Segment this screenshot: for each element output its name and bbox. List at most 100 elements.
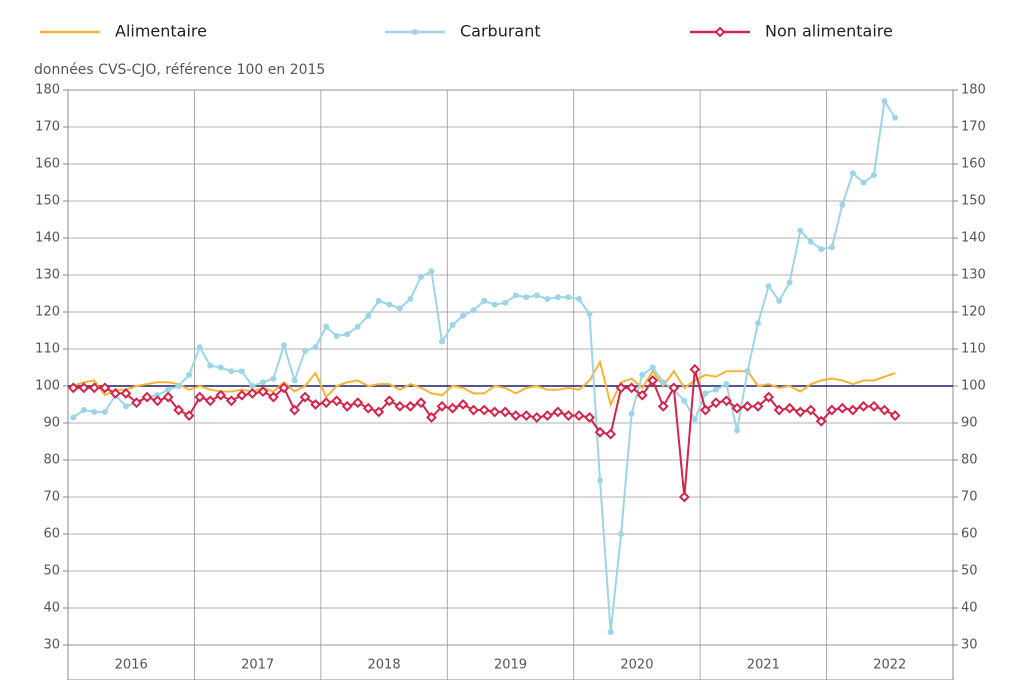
y2-tick-label: 160: [961, 157, 986, 172]
point: [510, 410, 522, 422]
point: [755, 320, 762, 327]
y-tick-label: 130: [35, 268, 60, 283]
point: [742, 400, 753, 412]
point: [868, 400, 880, 412]
point: [302, 347, 309, 354]
point: [531, 412, 543, 423]
point: [565, 294, 572, 301]
x-tick-label: 2016: [115, 658, 148, 673]
point: [618, 531, 625, 537]
point: [323, 323, 330, 330]
point: [881, 98, 888, 105]
point: [246, 387, 258, 399]
point: [636, 389, 648, 401]
point: [836, 402, 848, 414]
point: [470, 307, 477, 314]
point: [502, 299, 509, 306]
point: [344, 331, 351, 338]
point: [183, 410, 195, 422]
point: [78, 382, 90, 394]
point: [786, 279, 793, 286]
point: [162, 391, 174, 403]
point: [805, 404, 817, 416]
point: [828, 244, 835, 251]
point: [175, 383, 182, 389]
point: [457, 399, 469, 410]
point: [879, 404, 890, 416]
point: [784, 402, 796, 414]
point: [165, 386, 172, 393]
legend-label: Non alimentaire: [765, 22, 893, 41]
point: [797, 227, 804, 234]
point: [860, 179, 867, 186]
point: [776, 297, 783, 304]
y-tick-label: 40: [43, 601, 60, 616]
point: [826, 404, 838, 416]
point: [67, 382, 79, 394]
point: [544, 296, 551, 303]
point: [721, 395, 732, 407]
point: [657, 400, 669, 412]
y2-tick-label: 120: [961, 305, 986, 320]
point: [341, 400, 353, 412]
point: [428, 268, 435, 275]
point: [373, 406, 385, 418]
legend-marker: [412, 29, 418, 35]
point: [605, 428, 617, 440]
y-tick-label: 170: [35, 120, 60, 135]
y-tick-label: 70: [43, 490, 60, 505]
point: [278, 382, 290, 394]
point: [668, 382, 680, 394]
point: [573, 410, 585, 422]
point: [331, 395, 343, 407]
x-tick-label: 2017: [241, 658, 274, 673]
x-tick-label: 2018: [368, 658, 401, 673]
point: [280, 342, 287, 349]
point: [660, 379, 667, 386]
point: [734, 427, 741, 434]
y2-tick-label: 50: [961, 564, 978, 579]
point: [228, 368, 235, 375]
y2-tick-label: 80: [961, 453, 978, 468]
point: [449, 321, 456, 328]
y-tick-label: 60: [43, 527, 60, 542]
point: [257, 386, 269, 397]
point: [236, 389, 248, 401]
point: [312, 344, 319, 351]
point: [215, 389, 227, 401]
point: [426, 412, 437, 423]
point: [152, 395, 163, 407]
point: [818, 246, 825, 253]
y-tick-label: 30: [43, 638, 60, 653]
point: [562, 410, 574, 422]
point: [597, 477, 604, 484]
y2-tick-label: 180: [961, 83, 986, 98]
point: [647, 375, 659, 386]
point: [520, 410, 532, 422]
point: [710, 397, 722, 409]
point: [489, 406, 501, 418]
point: [99, 382, 111, 394]
point: [607, 629, 614, 636]
point: [88, 382, 100, 394]
point: [523, 294, 530, 301]
point: [375, 297, 382, 304]
y-tick-label: 150: [35, 194, 60, 209]
point: [122, 403, 129, 410]
point: [109, 387, 121, 399]
point: [744, 368, 751, 375]
point: [678, 491, 690, 503]
point: [594, 426, 606, 438]
point: [407, 296, 414, 303]
point: [691, 416, 698, 423]
x-tick-label: 2021: [747, 658, 780, 673]
point: [542, 410, 553, 422]
point: [554, 294, 561, 301]
x-tick-label: 2019: [494, 658, 527, 673]
point: [249, 383, 256, 389]
point: [291, 377, 298, 384]
y2-tick-label: 60: [961, 527, 978, 542]
y-tick-label: 90: [43, 416, 60, 431]
